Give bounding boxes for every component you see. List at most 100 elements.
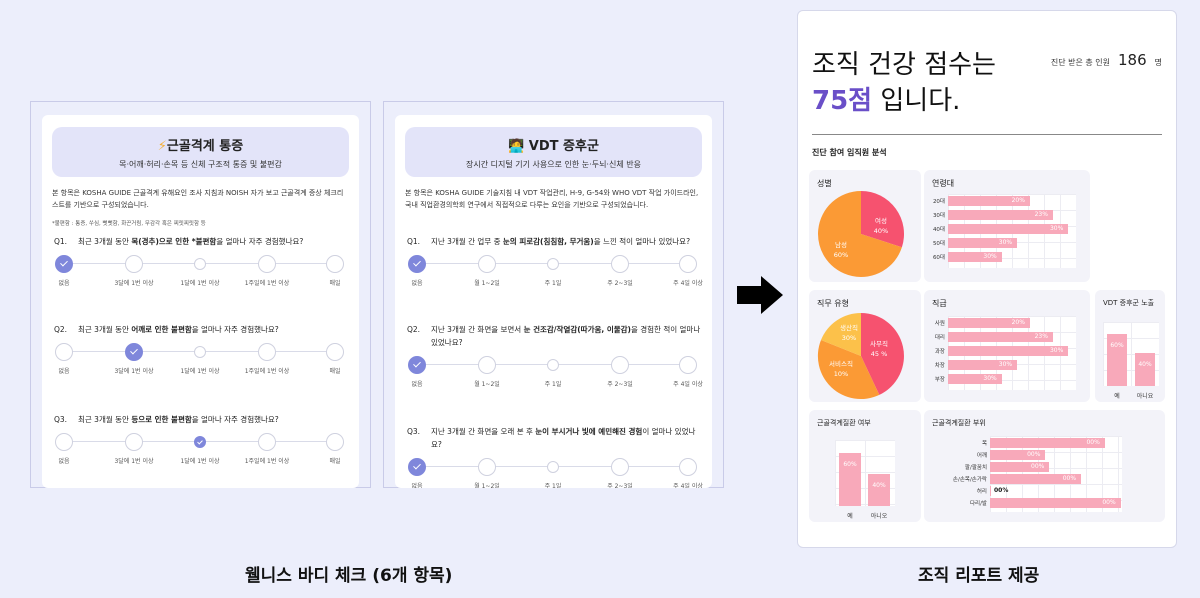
card-title: VDT 증후군: [528, 139, 599, 154]
scale-option-radio[interactable]: [679, 458, 697, 476]
scale-option-radio[interactable]: [194, 436, 206, 448]
card-subtitle: 장시간 디지털 기기 사용으로 인한 눈·두뇌·신체 반응: [466, 160, 641, 169]
question-item: Q3. 지난 3개월 간 화면을 오래 본 후 눈이 부시거나 빛에 예민해진 경…: [407, 425, 703, 488]
frequency-scale: [54, 342, 349, 362]
bar-row: 손/손목/손가락 00%: [924, 474, 1082, 484]
scale-label: 주 1일: [544, 483, 562, 488]
scale-labels: 없음 월 1~2일 주 1일 주 2~3일 주 4일 이상: [407, 481, 702, 488]
left-caption: 웰니스 바디 체크 (6개 항목): [245, 566, 453, 586]
scale-option-radio[interactable]: [408, 458, 426, 476]
bar-row: 40대 30%: [924, 224, 1069, 234]
bar-value: 30%: [983, 375, 997, 382]
scale-labels: 없음 3달에 1번 이상 1달에 1번 이상 1주일에 1번 이상 매일: [54, 366, 349, 378]
bar-row: 대리 23%: [924, 332, 1053, 342]
scale-option-radio[interactable]: [194, 258, 206, 270]
bar-row: 과장 30%: [924, 346, 1069, 356]
scale-option-radio[interactable]: [611, 356, 629, 374]
scale-option-radio[interactable]: [125, 343, 143, 361]
bar-value: 00%: [1031, 463, 1045, 470]
scale-label: 월 1~2일: [474, 381, 500, 388]
card-note: *불편함 : 통증, 쑤심, 뻣뻣함, 화끈거림, 무감각 혹은 찌릿찌릿함 등: [52, 221, 206, 227]
scale-label: 매일: [329, 368, 341, 375]
question-item: Q1. 최근 3개월 동안 목(경추)으로 인한 *불편함을 얼마나 자주 경험했…: [54, 235, 349, 290]
question-number: Q1.: [407, 237, 421, 246]
bar: 30%: [948, 224, 1069, 234]
bar-label: 손/손목/손가락: [952, 477, 987, 483]
org-report: 조직 건강 점수는 75점 입니다. 진단 받은 총 인원 186 명 진단 참…: [797, 10, 1177, 548]
scale-label: 주 1일: [544, 280, 562, 287]
bar-value: 30%: [1049, 347, 1064, 354]
scale-option-radio[interactable]: [478, 458, 496, 476]
scale-option-radio[interactable]: [258, 343, 276, 361]
bar-label: 20대: [932, 199, 945, 205]
scale-labels: 없음 월 1~2일 주 1일 주 2~3일 주 4일 이상: [407, 278, 702, 290]
scale-option-radio[interactable]: [611, 458, 629, 476]
count-label: 진단 받은 총 인원: [1050, 58, 1110, 67]
scale-option-radio[interactable]: [55, 343, 73, 361]
scale-option-radio[interactable]: [547, 359, 559, 371]
card-header: 🧑‍💻 VDT 증후군 장시간 디지털 기기 사용으로 인한 눈·두뇌·신체 반…: [405, 127, 702, 177]
question-text: 최근 3개월 동안 등으로 인한 불편함을 얼마나 자주 경험했나요?: [78, 415, 279, 424]
scale-option-radio[interactable]: [55, 433, 73, 451]
scale-label: 1달에 1번 이상: [180, 368, 220, 375]
scale-label: 3달에 1번 이상: [114, 368, 154, 375]
lightning-icon: ⚡: [157, 139, 167, 154]
scale-option-radio[interactable]: [326, 433, 344, 451]
bar-value: 00%: [1086, 439, 1100, 446]
scale-option-radio[interactable]: [258, 255, 276, 273]
bar: 30%: [948, 360, 1018, 370]
panel-title: 직무 유형: [817, 299, 849, 308]
scale-label: 월 1~2일: [474, 483, 500, 488]
frequency-scale: [407, 457, 702, 477]
scale-label: 주 2~3일: [607, 483, 633, 488]
bar-row: 50대 30%: [924, 238, 1018, 248]
scale-label: 주 2~3일: [607, 381, 633, 388]
gender-panel: 성별 여성 40% 남성 60%: [809, 170, 921, 282]
panel-title: VDT 증후군 노출: [1103, 299, 1155, 307]
scale-label: 3달에 1번 이상: [114, 458, 154, 465]
panel-title: 근골격계질환 부위: [932, 419, 986, 427]
scale-option-radio[interactable]: [258, 433, 276, 451]
scale-option-radio[interactable]: [125, 255, 143, 273]
scale-option-radio[interactable]: [478, 255, 496, 273]
scale-option-radio[interactable]: [125, 433, 143, 451]
scale-label: 없음: [58, 458, 70, 465]
question-number: Q2.: [54, 325, 68, 334]
bar-label: 50대: [932, 241, 945, 247]
scale-option-radio[interactable]: [408, 356, 426, 374]
scale-label: 주 2~3일: [607, 280, 633, 287]
question-text: 지난 3개월 간 화면을 보면서 눈 건조감/작열감(따가움, 이물감)을 경험…: [431, 325, 701, 347]
scale-option-radio[interactable]: [326, 343, 344, 361]
question-number: Q3.: [54, 415, 68, 424]
scale-option-radio[interactable]: [547, 461, 559, 473]
scale-option-radio[interactable]: [679, 356, 697, 374]
question-text: 지난 3개월 간 화면을 오래 본 후 눈이 부시거나 빛에 예민해진 경험이 …: [431, 427, 696, 449]
scale-label: 주 4일 이상: [673, 483, 703, 488]
panel-title: 성별: [817, 179, 832, 188]
card-title: 근골격계 통증: [166, 139, 244, 154]
frequency-scale: [54, 254, 349, 274]
bar-label: 다리/발: [969, 501, 987, 507]
scale-option-radio[interactable]: [547, 258, 559, 270]
scale-option-radio[interactable]: [194, 346, 206, 358]
question-text: 최근 3개월 동안 목(경추)으로 인한 *불편함을 얼마나 자주 경험했나요?: [78, 237, 304, 246]
panel-title: 연령대: [932, 179, 955, 188]
vdt-bar-chart: 60% 40%: [1103, 322, 1159, 386]
bar-row: 60대 30%: [924, 252, 1002, 262]
scale-label: 월 1~2일: [474, 280, 500, 287]
survey-card-vdt: 🧑‍💻 VDT 증후군 장시간 디지털 기기 사용으로 인한 눈·두뇌·신체 반…: [395, 115, 712, 488]
scale-option-radio[interactable]: [478, 356, 496, 374]
scale-option-radio[interactable]: [679, 255, 697, 273]
scale-option-radio[interactable]: [408, 255, 426, 273]
scale-label: 1달에 1번 이상: [180, 280, 220, 287]
pie-label-production: 생산직 30%: [840, 324, 858, 342]
participant-count: 진단 받은 총 인원 186 명: [1051, 51, 1162, 69]
card-subtitle: 목·어깨·허리·손목 등 신체 구조적 통증 및 불편감: [119, 160, 282, 169]
bar-row: 어깨 00%: [924, 450, 1046, 460]
scale-option-radio[interactable]: [611, 255, 629, 273]
scale-option-radio[interactable]: [55, 255, 73, 273]
scale-option-radio[interactable]: [326, 255, 344, 273]
panel-title: 직급: [932, 299, 947, 308]
pie-label-office: 사무직 45 %: [870, 340, 888, 358]
question-number: Q3.: [407, 427, 421, 436]
